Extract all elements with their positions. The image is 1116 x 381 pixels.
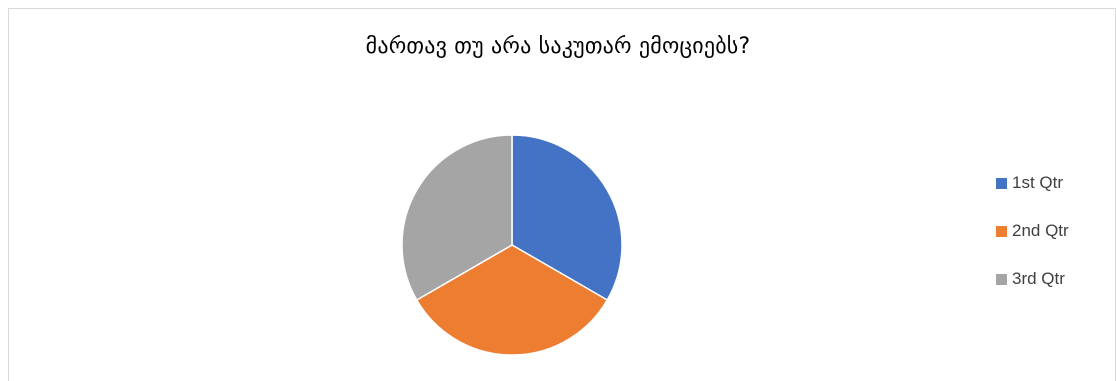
legend-label-2nd-qtr: 2nd Qtr xyxy=(1012,221,1069,240)
chart-title: მართავ თუ არა საკუთარ ემოციებს? xyxy=(365,34,751,59)
legend-label-3rd-qtr: 3rd Qtr xyxy=(1012,269,1065,288)
pie-slice-3rd-qtr xyxy=(401,134,513,302)
legend-label-1st-qtr: 1st Qtr xyxy=(1012,173,1064,192)
legend-swatch-1st-qtr xyxy=(996,177,1007,189)
pie-slice-2nd-qtr xyxy=(415,244,609,356)
legend-swatch-2nd-qtr xyxy=(996,225,1007,237)
pie-slice-1st-qtr xyxy=(511,134,623,302)
legend-item-3rd-qtr: 3rd Qtr xyxy=(996,268,1065,290)
pie-slices xyxy=(401,134,623,356)
legend-item-2nd-qtr: 2nd Qtr xyxy=(996,220,1069,242)
legend-item-1st-qtr: 1st Qtr xyxy=(996,172,1063,194)
legend-swatch-3rd-qtr xyxy=(996,273,1007,285)
